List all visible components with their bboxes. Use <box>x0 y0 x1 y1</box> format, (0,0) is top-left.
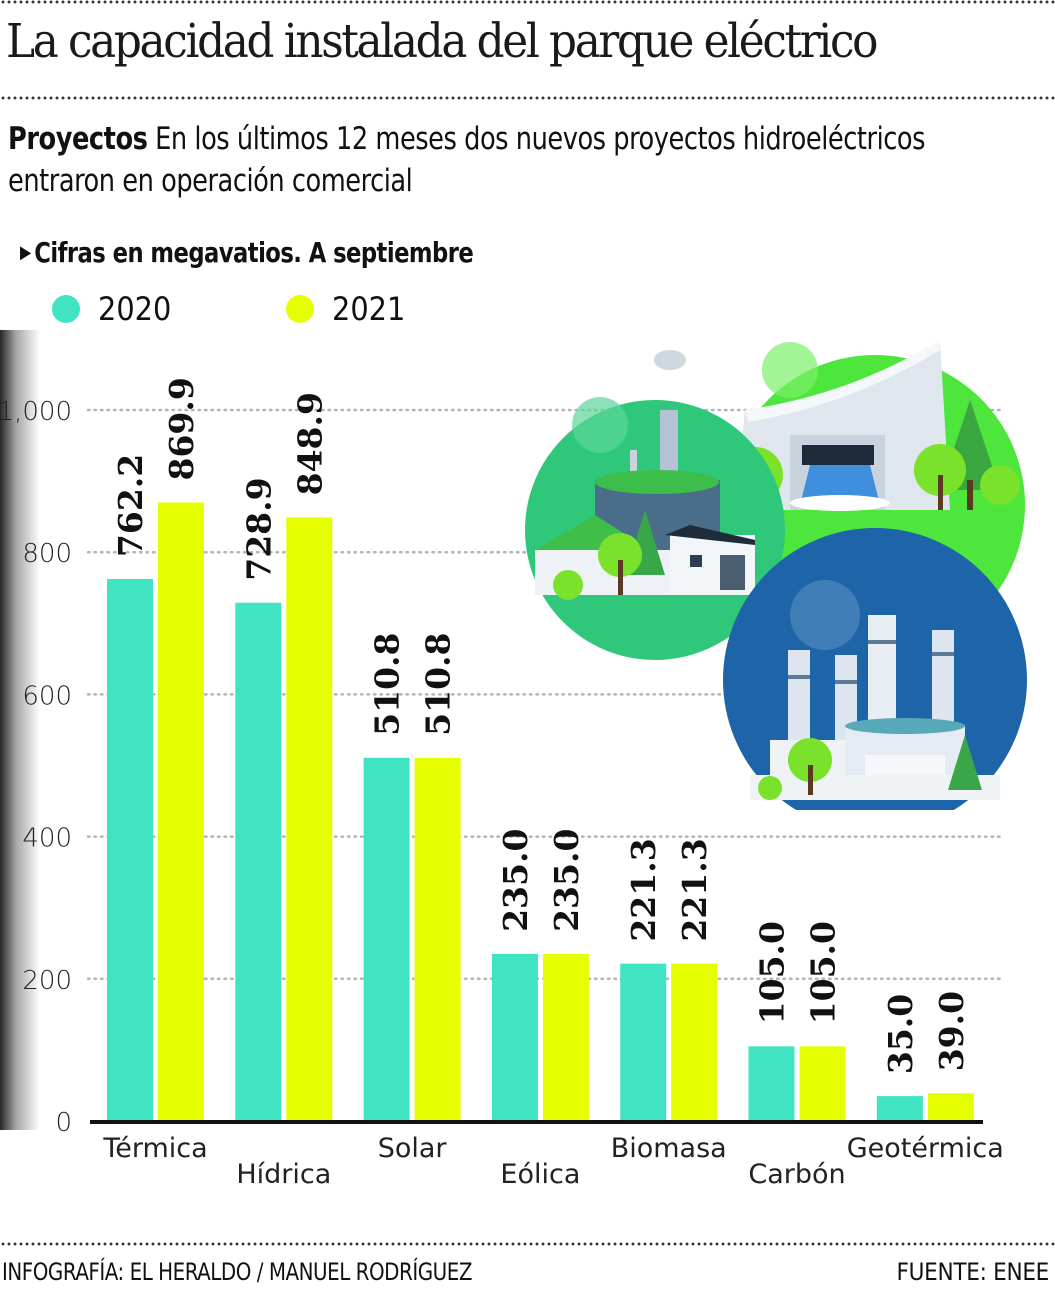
bar-2020-Hídrica <box>235 602 282 1121</box>
subtitle-text: En los últimos 12 meses dos nuevos proye… <box>8 121 926 199</box>
legend-item-2020: 2020 <box>52 290 171 328</box>
value-label: 235.0 <box>547 829 586 932</box>
subtitle-bold: Proyectos <box>8 121 148 157</box>
x-category-label: Geotérmica <box>847 1133 1004 1164</box>
bar-2021-Solar <box>414 757 461 1121</box>
value-label: 510.8 <box>368 632 407 735</box>
value-label: 35.0 <box>881 994 920 1074</box>
legend-item-2021: 2021 <box>286 290 405 328</box>
bar-2021-Eólica <box>542 953 589 1121</box>
credit-text: INFOGRAFÍA: EL HERALDO / MANUEL RODRÍGUE… <box>2 1258 473 1286</box>
x-category-label: Eólica <box>500 1159 580 1190</box>
bar-2021-Carbón <box>799 1046 846 1121</box>
triangle-bullet-icon: ▶ <box>20 242 31 263</box>
y-tick-label: 1,000 <box>0 397 72 427</box>
value-label: 105.0 <box>753 921 792 1024</box>
title-dotted-rule <box>0 96 1055 100</box>
source-text: FUENTE: ENEE <box>896 1258 1050 1286</box>
y-tick-label: 800 <box>22 539 72 569</box>
bar-2021-Hídrica <box>286 517 333 1121</box>
value-label: 848.9 <box>290 392 329 495</box>
subtitle: Proyectos En los últimos 12 meses dos nu… <box>8 118 928 202</box>
biogas-plant-icon <box>525 350 785 660</box>
thermal-power-plant-icon <box>723 528 1027 810</box>
bar-2020-Geotérmica <box>876 1096 923 1121</box>
bar-2021-Biomasa <box>671 963 718 1121</box>
x-category-label: Biomasa <box>611 1133 727 1164</box>
page-edge-shadow <box>0 330 40 1130</box>
units-note: ▶ Cifras en megavatios. A septiembre <box>20 236 474 269</box>
x-category-label: Térmica <box>102 1133 207 1164</box>
power-plant-illustrations <box>525 340 1027 810</box>
value-label: 762.2 <box>111 454 150 557</box>
page-title: La capacidad instalada del parque eléctr… <box>6 14 878 69</box>
y-tick-label: 0 <box>55 1108 72 1138</box>
value-label: 221.3 <box>675 838 714 941</box>
value-label: 221.3 <box>624 838 663 941</box>
legend-label-2021: 2021 <box>332 290 406 328</box>
y-tick-label: 200 <box>22 966 72 996</box>
bar-2021-Térmica <box>158 502 204 1121</box>
top-dotted-rule <box>0 0 1055 4</box>
legend-swatch-2021 <box>286 295 314 323</box>
units-note-text: Cifras en megavatios. A septiembre <box>34 236 474 269</box>
bar-2020-Solar <box>363 757 410 1121</box>
y-tick-label: 600 <box>22 681 72 711</box>
bar-2020-Carbón <box>748 1046 795 1121</box>
x-category-label: Solar <box>378 1133 448 1164</box>
bar-2020-Térmica <box>107 579 153 1121</box>
x-category-label: Hídrica <box>236 1159 331 1190</box>
y-tick-label: 400 <box>22 824 72 854</box>
bar-2020-Eólica <box>491 953 538 1121</box>
value-label: 235.0 <box>496 829 535 932</box>
legend-label-2020: 2020 <box>98 290 172 328</box>
value-label: 728.9 <box>239 477 278 580</box>
value-label: 510.8 <box>419 632 458 735</box>
value-label: 39.0 <box>932 991 971 1071</box>
footer-dotted-rule <box>0 1242 1055 1246</box>
legend-swatch-2020 <box>52 295 80 323</box>
value-label: 869.9 <box>162 377 201 480</box>
x-category-label: Carbón <box>748 1159 845 1190</box>
bar-2020-Biomasa <box>620 963 667 1121</box>
value-label: 105.0 <box>804 921 843 1024</box>
bar-2021-Geotérmica <box>927 1093 974 1121</box>
